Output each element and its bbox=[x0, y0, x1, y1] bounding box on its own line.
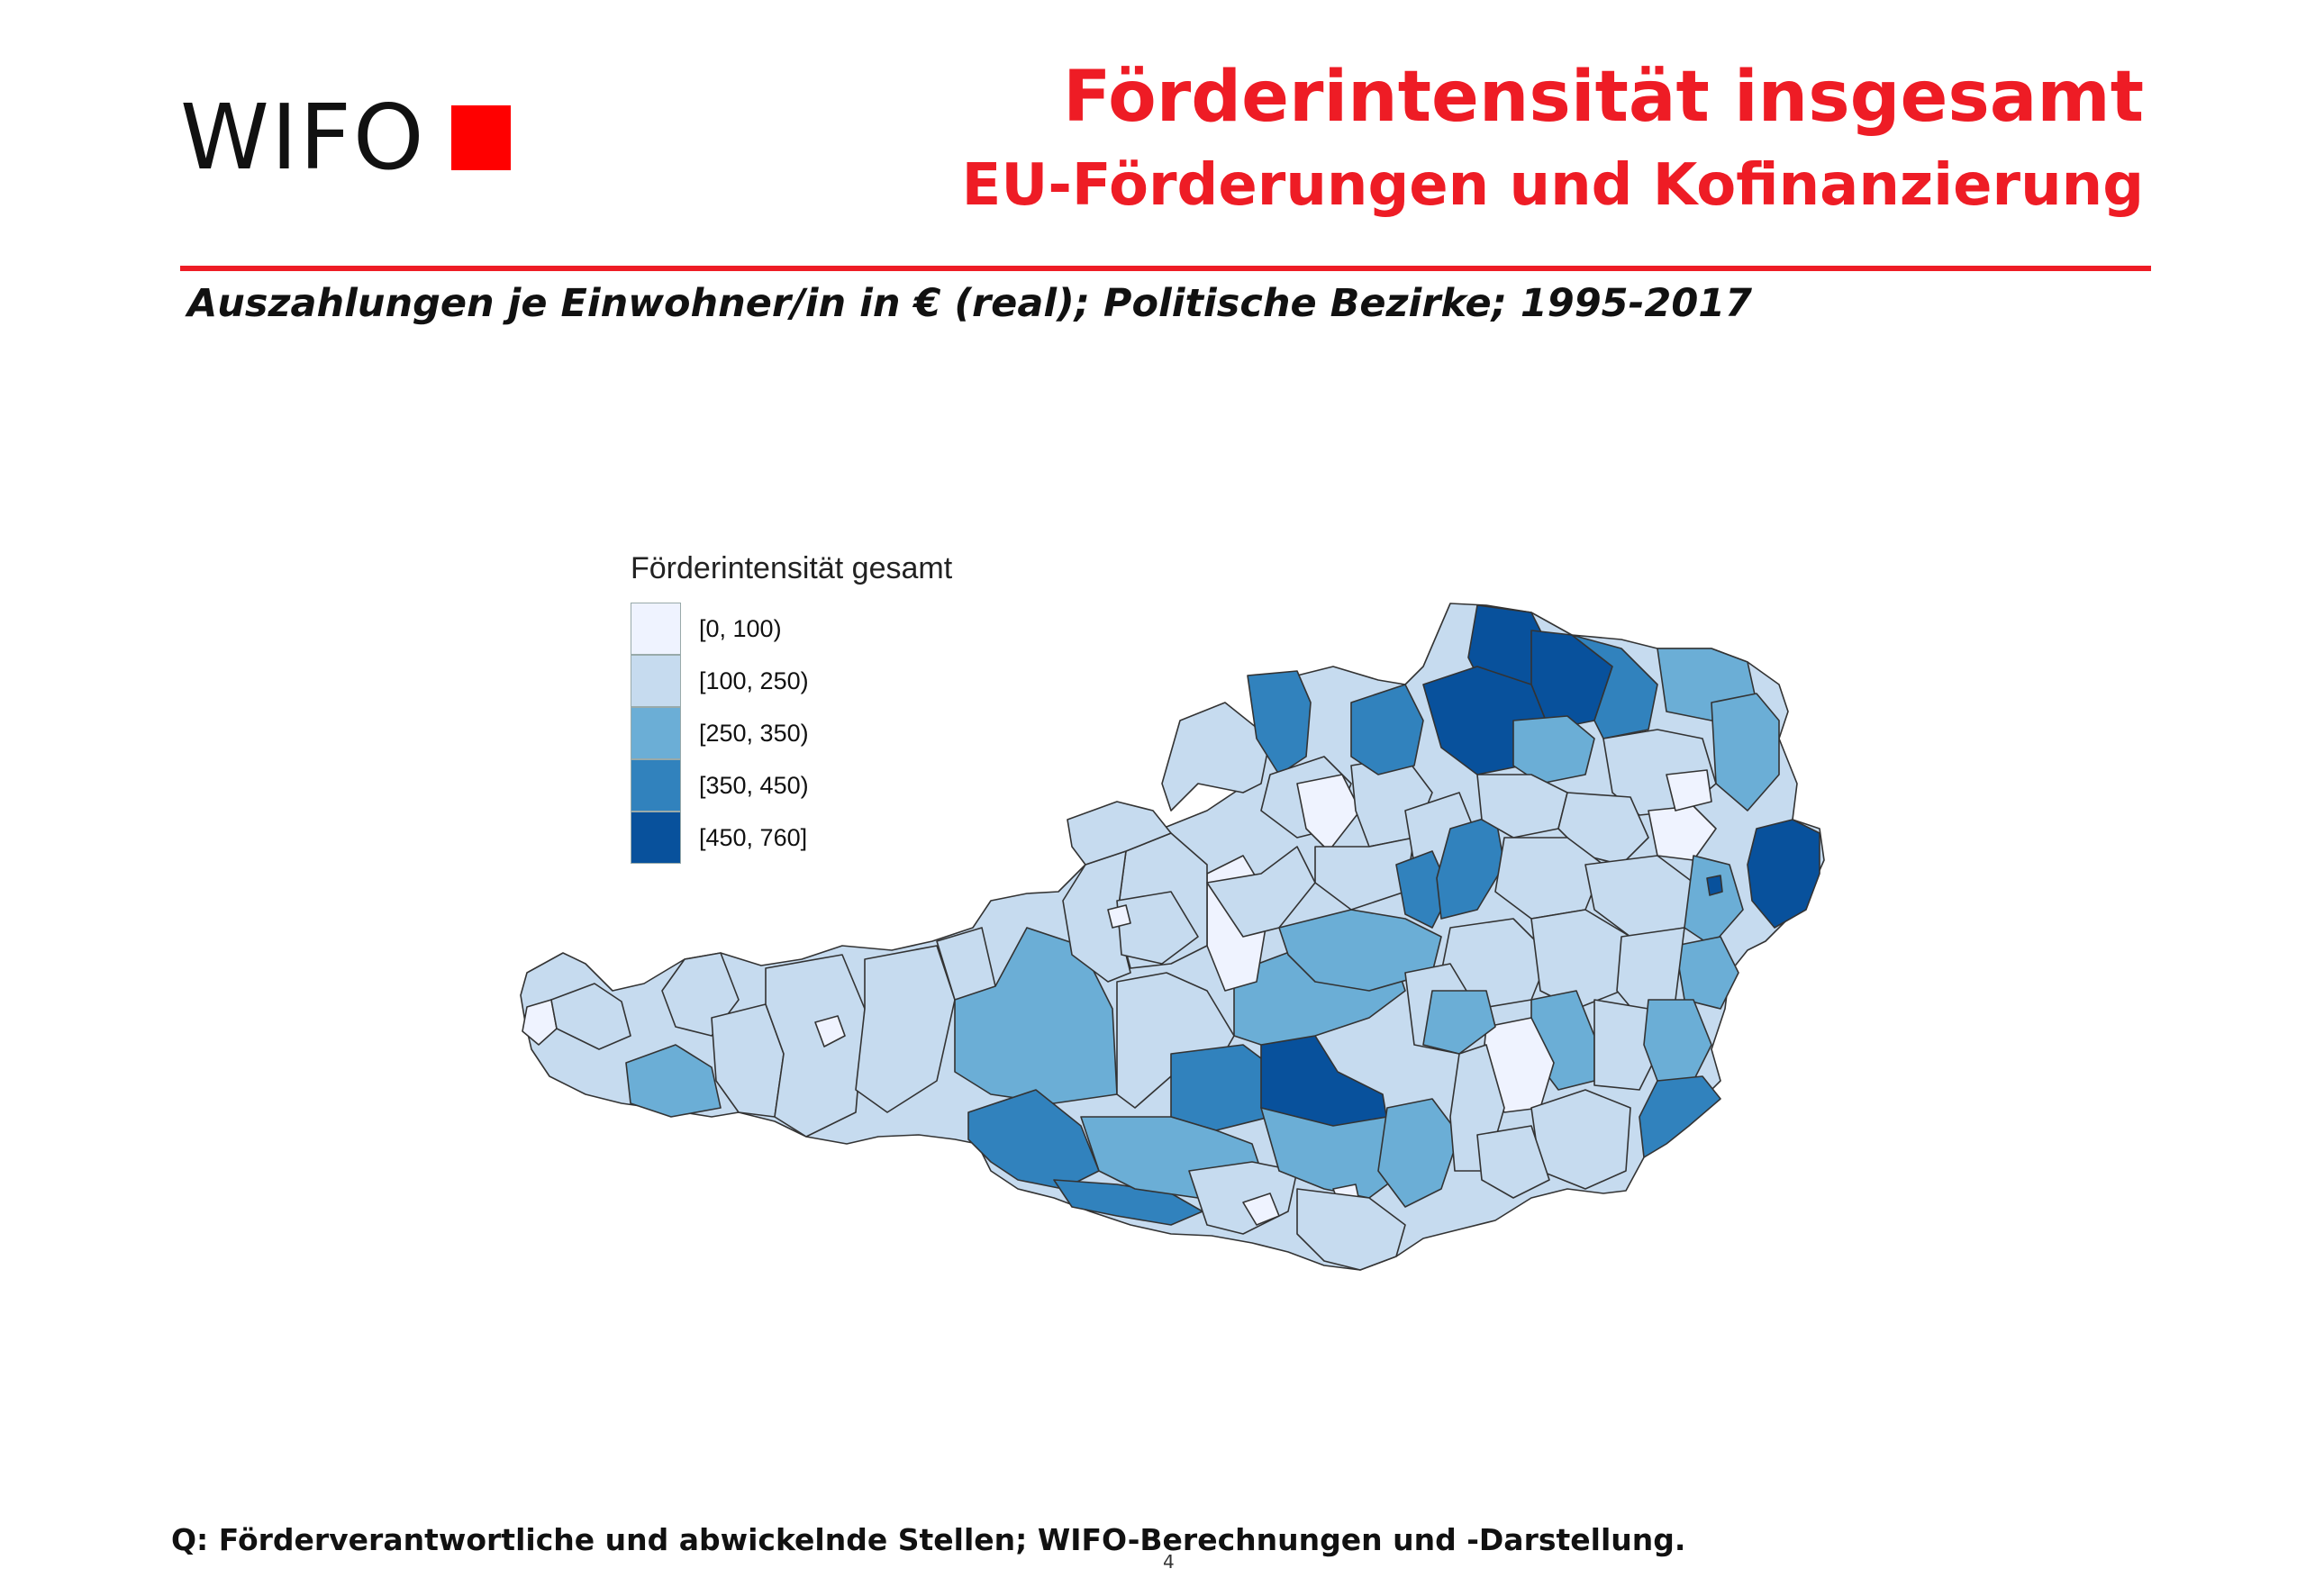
legend-label: [450, 760] bbox=[699, 823, 808, 851]
map-subtitle: Auszahlungen je Einwohner/in in € (real)… bbox=[187, 281, 1753, 326]
legend-item: [250, 350) bbox=[631, 707, 952, 759]
legend-label: [250, 350) bbox=[699, 719, 809, 747]
logo-square-icon bbox=[450, 105, 511, 170]
legend-label: [100, 250) bbox=[699, 667, 809, 694]
legend-title: Förderintensität gesamt bbox=[631, 551, 953, 585]
legend-label: [0, 100) bbox=[699, 614, 782, 642]
legend-swatch bbox=[631, 655, 681, 707]
wifo-logo: WIFO bbox=[180, 88, 511, 187]
legend-item: [350, 450) bbox=[631, 759, 952, 812]
legend-swatch bbox=[631, 759, 681, 812]
header-divider bbox=[180, 266, 2151, 271]
source-note: Q: Förderverantwortliche und abwickelnde… bbox=[171, 1522, 1686, 1557]
page-title: Förderintensität insgesamt EU-Förderunge… bbox=[962, 52, 2144, 229]
legend-swatch bbox=[631, 603, 681, 655]
title-line-2: EU-Förderungen und Kofinanzierung bbox=[961, 152, 2144, 219]
map-legend: Förderintensität gesamt [0, 100) [100, 2… bbox=[631, 551, 952, 864]
title-line-1: Förderintensität insgesamt bbox=[1063, 57, 2144, 138]
legend-item: [100, 250) bbox=[631, 655, 952, 707]
legend-swatch bbox=[631, 812, 681, 864]
page-number: 4 bbox=[1163, 1551, 1175, 1573]
legend-label: [350, 450) bbox=[699, 771, 809, 799]
austria-district-map bbox=[520, 603, 1825, 1271]
logo-text: WIFO bbox=[180, 85, 426, 190]
legend-item: [450, 760] bbox=[631, 812, 952, 864]
legend-swatch bbox=[631, 707, 681, 759]
legend-item: [0, 100) bbox=[631, 603, 952, 655]
